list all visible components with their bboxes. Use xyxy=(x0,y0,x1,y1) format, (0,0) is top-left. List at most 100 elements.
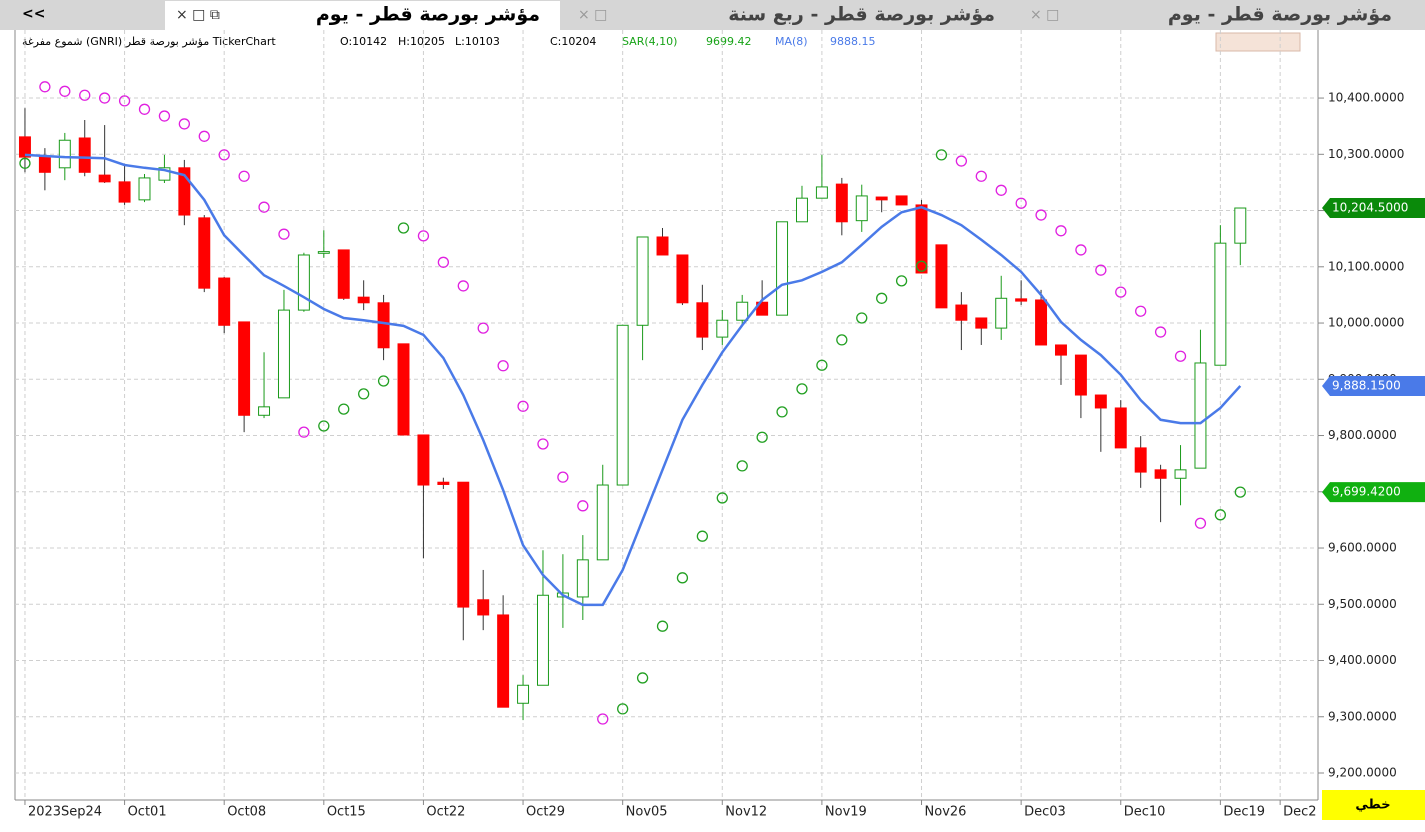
sar-point xyxy=(756,431,768,443)
candle-body xyxy=(1154,469,1167,479)
candle-body xyxy=(1114,407,1127,449)
x-tick-label: Dec10 xyxy=(1124,805,1166,820)
sar-point xyxy=(696,530,709,542)
candle-body xyxy=(198,217,211,289)
x-tick-label: Dec03 xyxy=(1024,805,1066,820)
sar-point xyxy=(338,403,350,415)
close-icon[interactable]: × □ xyxy=(1030,7,1059,23)
sar-point xyxy=(856,312,868,324)
last-price-label: 10,204.5000 xyxy=(1332,201,1408,215)
info-close: C:10204 xyxy=(550,35,596,48)
sar-point xyxy=(39,81,51,93)
sar-point xyxy=(895,275,908,287)
sar-point xyxy=(318,420,330,432)
candle-body xyxy=(616,324,629,486)
candle-body xyxy=(158,167,171,181)
candle-body xyxy=(696,302,709,338)
sar-point xyxy=(278,228,290,240)
y-tick-label: 10,300.0000 xyxy=(1328,147,1404,161)
candle-body xyxy=(437,481,450,485)
sar-point xyxy=(656,620,669,632)
candle-body xyxy=(78,137,91,173)
sar-point xyxy=(716,492,728,504)
sar-point xyxy=(1055,225,1067,237)
sar-point xyxy=(79,89,91,101)
y-tick-label: 9,600.0000 xyxy=(1328,541,1397,555)
sar-point xyxy=(1214,509,1227,521)
candle-body xyxy=(477,599,490,616)
candle-body xyxy=(995,297,1008,329)
x-tick-label: Oct22 xyxy=(426,805,465,820)
candle-body xyxy=(1134,447,1147,473)
sar-point xyxy=(437,256,450,268)
x-tick-label: Nov26 xyxy=(925,805,967,820)
sar-point xyxy=(995,184,1007,196)
sar-point xyxy=(298,426,310,438)
sar-point xyxy=(636,672,649,684)
candle-body xyxy=(457,481,470,608)
candle-body xyxy=(1035,299,1048,346)
tab-title[interactable]: مؤشر بورصة قطر - يوم xyxy=(316,4,540,26)
candle-body xyxy=(1174,469,1187,479)
legend-sar: SAR(4,10) xyxy=(622,35,677,48)
legend-ma: MA(8) xyxy=(775,35,808,48)
info-high: H:10205 xyxy=(398,35,445,48)
candle-body xyxy=(776,221,789,316)
mode-label[interactable]: خطي xyxy=(1355,798,1390,813)
candle-body xyxy=(796,197,808,223)
y-tick-label: 9,500.0000 xyxy=(1328,597,1397,611)
active-tab[interactable] xyxy=(165,1,560,30)
sar-point xyxy=(1115,286,1127,298)
y-tick-label: 9,800.0000 xyxy=(1328,428,1397,442)
sar-point xyxy=(218,149,230,161)
legend-ma-value: 9888.15 xyxy=(830,35,876,48)
window-controls[interactable] xyxy=(1215,32,1301,52)
candle-body xyxy=(915,204,928,274)
candle-body xyxy=(895,195,908,206)
back-button[interactable]: << xyxy=(22,6,45,22)
candle-body xyxy=(517,684,530,704)
sar-point xyxy=(477,322,489,334)
sar-point xyxy=(1035,209,1047,221)
indicator-value-label: 9,888.1500 xyxy=(1332,378,1401,392)
sar-point xyxy=(955,155,968,167)
close-icon[interactable]: × □ xyxy=(578,7,607,23)
sar-point xyxy=(915,260,928,272)
sar-point xyxy=(397,222,410,234)
y-tick-label: 9,400.0000 xyxy=(1328,653,1397,667)
sar-point xyxy=(1015,197,1027,209)
sar-point xyxy=(198,130,210,142)
candle-body xyxy=(855,195,868,222)
mode-button[interactable] xyxy=(1322,790,1425,820)
candle-body xyxy=(38,156,51,173)
candle-body xyxy=(138,177,151,201)
sar-point xyxy=(417,230,430,242)
tab-title[interactable]: مؤشر بورصة قطر - يوم xyxy=(1168,4,1392,26)
candle-body xyxy=(1015,298,1028,302)
y-tick-label: 10,400.0000 xyxy=(1328,91,1404,105)
sar-point xyxy=(377,375,390,387)
candle-body xyxy=(218,277,231,326)
sar-point xyxy=(876,292,888,304)
candle-body xyxy=(178,167,191,216)
candle-body xyxy=(1055,344,1067,356)
sar-point xyxy=(138,103,151,115)
sar-point xyxy=(99,92,111,104)
candle-body xyxy=(118,181,131,203)
sar-point xyxy=(1174,350,1187,362)
sar-point xyxy=(457,280,469,292)
candle-body xyxy=(297,254,310,311)
candle-body xyxy=(1194,362,1207,469)
tab-title[interactable]: مؤشر بورصة قطر - ربع سنة xyxy=(728,4,995,26)
close-icon[interactable]: × □ ⧉ xyxy=(176,7,220,23)
sar-point xyxy=(1154,326,1167,338)
candle-body xyxy=(656,236,669,256)
sar-point xyxy=(736,460,748,472)
candle-body xyxy=(18,136,31,158)
sar-point xyxy=(59,85,71,97)
indicator-value-label: 9,699.4200 xyxy=(1332,485,1401,499)
candle-body xyxy=(258,406,271,416)
candle-body xyxy=(975,317,988,329)
candle-body xyxy=(58,139,71,169)
